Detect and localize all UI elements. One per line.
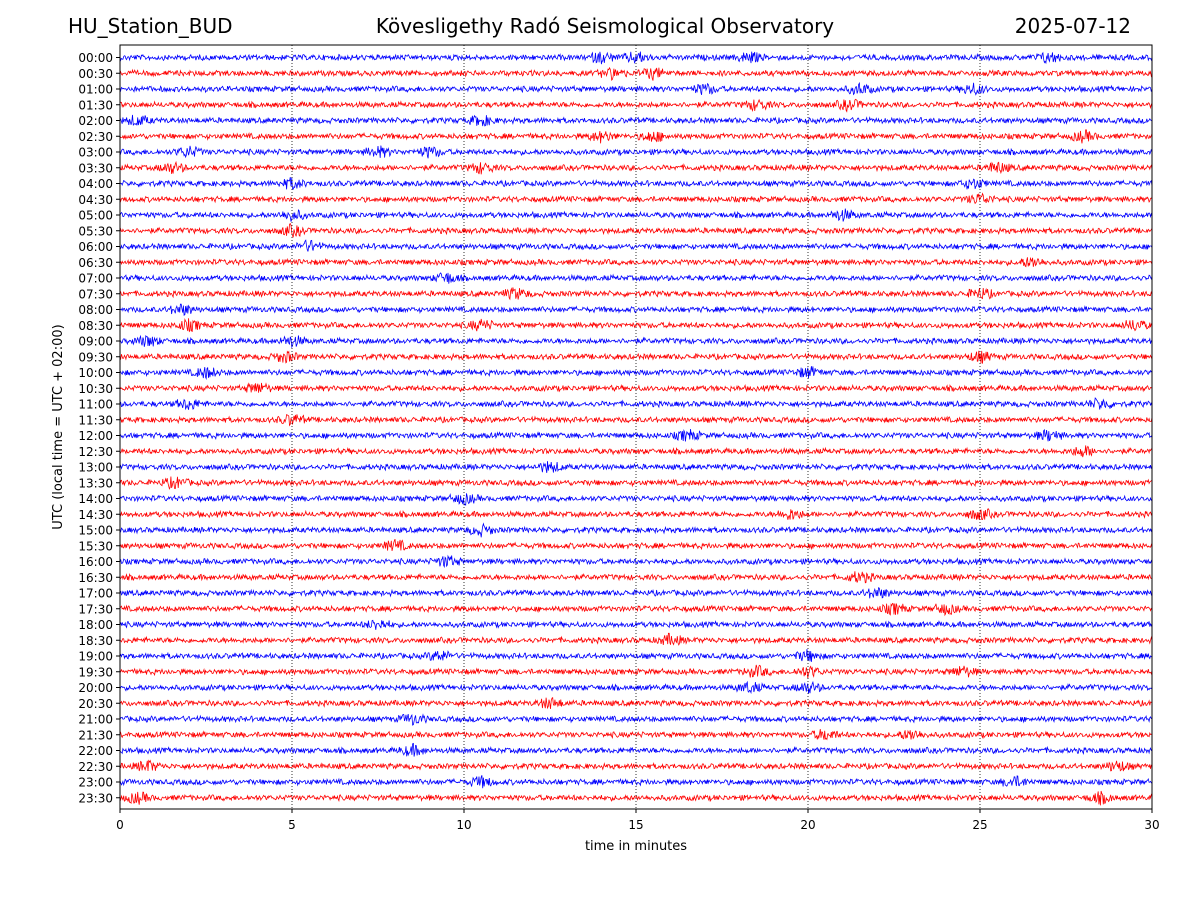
y-tick-label: 01:00 <box>78 83 113 97</box>
y-tick-label: 14:30 <box>78 508 113 522</box>
observatory-title: Kövesligethy Radó Seismological Observat… <box>375 14 835 38</box>
y-tick-label: 06:30 <box>78 256 113 270</box>
x-tick-labels: 0 5 10 15 20 25 30 <box>116 809 1160 832</box>
y-tick-label: 11:30 <box>78 413 113 427</box>
trace-0800 <box>119 303 1153 316</box>
y-tick-label: 07:00 <box>78 272 113 286</box>
y-tick-label: 15:00 <box>78 524 113 538</box>
seismic-traces <box>119 51 1153 806</box>
y-tick-label: 10:30 <box>78 382 113 396</box>
trace-0730 <box>119 287 1153 301</box>
y-tick-label: 22:00 <box>78 744 113 758</box>
y-tick-label: 13:00 <box>78 461 113 475</box>
x-axis-label: time in minutes <box>585 839 687 854</box>
y-tick-label: 12:30 <box>78 445 113 459</box>
x-tick-label: 10 <box>456 818 471 832</box>
chart-date: 2025-07-12 <box>1014 14 1131 38</box>
trace-0030 <box>119 66 1153 82</box>
y-tick-label: 14:00 <box>78 492 113 506</box>
trace-2130 <box>119 729 1153 741</box>
trace-2330 <box>119 790 1153 806</box>
x-tick-label: 5 <box>288 818 296 832</box>
y-tick-label: 21:30 <box>78 728 113 742</box>
y-tick-label: 18:30 <box>78 634 113 648</box>
y-tick-label: 01:30 <box>78 98 113 112</box>
x-tick-label: 30 <box>1144 818 1159 832</box>
trace-1700 <box>119 587 1153 599</box>
trace-0530 <box>119 222 1153 238</box>
y-axis-label: UTC (local time = UTC + 02:00) <box>51 324 66 529</box>
x-tick-label: 15 <box>628 818 643 832</box>
y-tick-label: 03:30 <box>78 161 113 175</box>
station-name: HU_Station_BUD <box>68 14 233 38</box>
y-tick-label: 07:30 <box>78 287 113 301</box>
y-tick-label: 03:00 <box>78 146 113 160</box>
y-tick-label: 02:00 <box>78 114 113 128</box>
y-tick-label: 00:00 <box>78 51 113 65</box>
y-tick-label: 05:30 <box>78 224 113 238</box>
y-tick-label: 06:00 <box>78 240 113 254</box>
y-tick-label: 21:00 <box>78 713 113 727</box>
y-tick-label: 08:00 <box>78 303 113 317</box>
x-tick-label: 20 <box>800 818 815 832</box>
y-tick-label: 16:30 <box>78 571 113 585</box>
y-tick-label: 12:00 <box>78 429 113 443</box>
x-tick-label: 0 <box>116 818 124 832</box>
y-tick-label: 04:30 <box>78 193 113 207</box>
y-tick-label: 16:00 <box>78 555 113 569</box>
trace-1930 <box>119 664 1153 679</box>
y-tick-label: 17:00 <box>78 587 113 601</box>
y-tick-label: 23:30 <box>78 791 113 805</box>
trace-1330 <box>119 476 1153 490</box>
y-tick-label: 02:30 <box>78 130 113 144</box>
y-tick-label: 11:00 <box>78 398 113 412</box>
y-tick-label: 00:30 <box>78 67 113 81</box>
trace-1600 <box>119 554 1153 569</box>
y-tick-label: 20:30 <box>78 697 113 711</box>
trace-0430 <box>119 192 1153 205</box>
y-tick-label: 17:30 <box>78 602 113 616</box>
y-tick-label: 15:30 <box>78 539 113 553</box>
y-tick-label: 23:00 <box>78 776 113 790</box>
y-tick-label: 20:00 <box>78 681 113 695</box>
y-tick-label: 19:00 <box>78 650 113 664</box>
trace-0900 <box>119 334 1153 349</box>
y-tick-label: 19:30 <box>78 665 113 679</box>
y-tick-label: 04:00 <box>78 177 113 191</box>
trace-2300 <box>119 775 1153 789</box>
y-tick-label: 05:00 <box>78 209 113 223</box>
y-tick-label: 18:00 <box>78 618 113 632</box>
trace-0330 <box>119 160 1153 175</box>
y-tick-label: 13:30 <box>78 476 113 490</box>
y-tick-label: 10:00 <box>78 366 113 380</box>
y-tick-label: 22:30 <box>78 760 113 774</box>
y-tick-label: 09:30 <box>78 350 113 364</box>
y-tick-label: 09:00 <box>78 335 113 349</box>
trace-2230 <box>119 759 1153 772</box>
y-tick-label: 08:30 <box>78 319 113 333</box>
grid-lines <box>291 45 981 809</box>
x-tick-label: 25 <box>972 818 987 832</box>
trace-0400 <box>119 177 1153 190</box>
